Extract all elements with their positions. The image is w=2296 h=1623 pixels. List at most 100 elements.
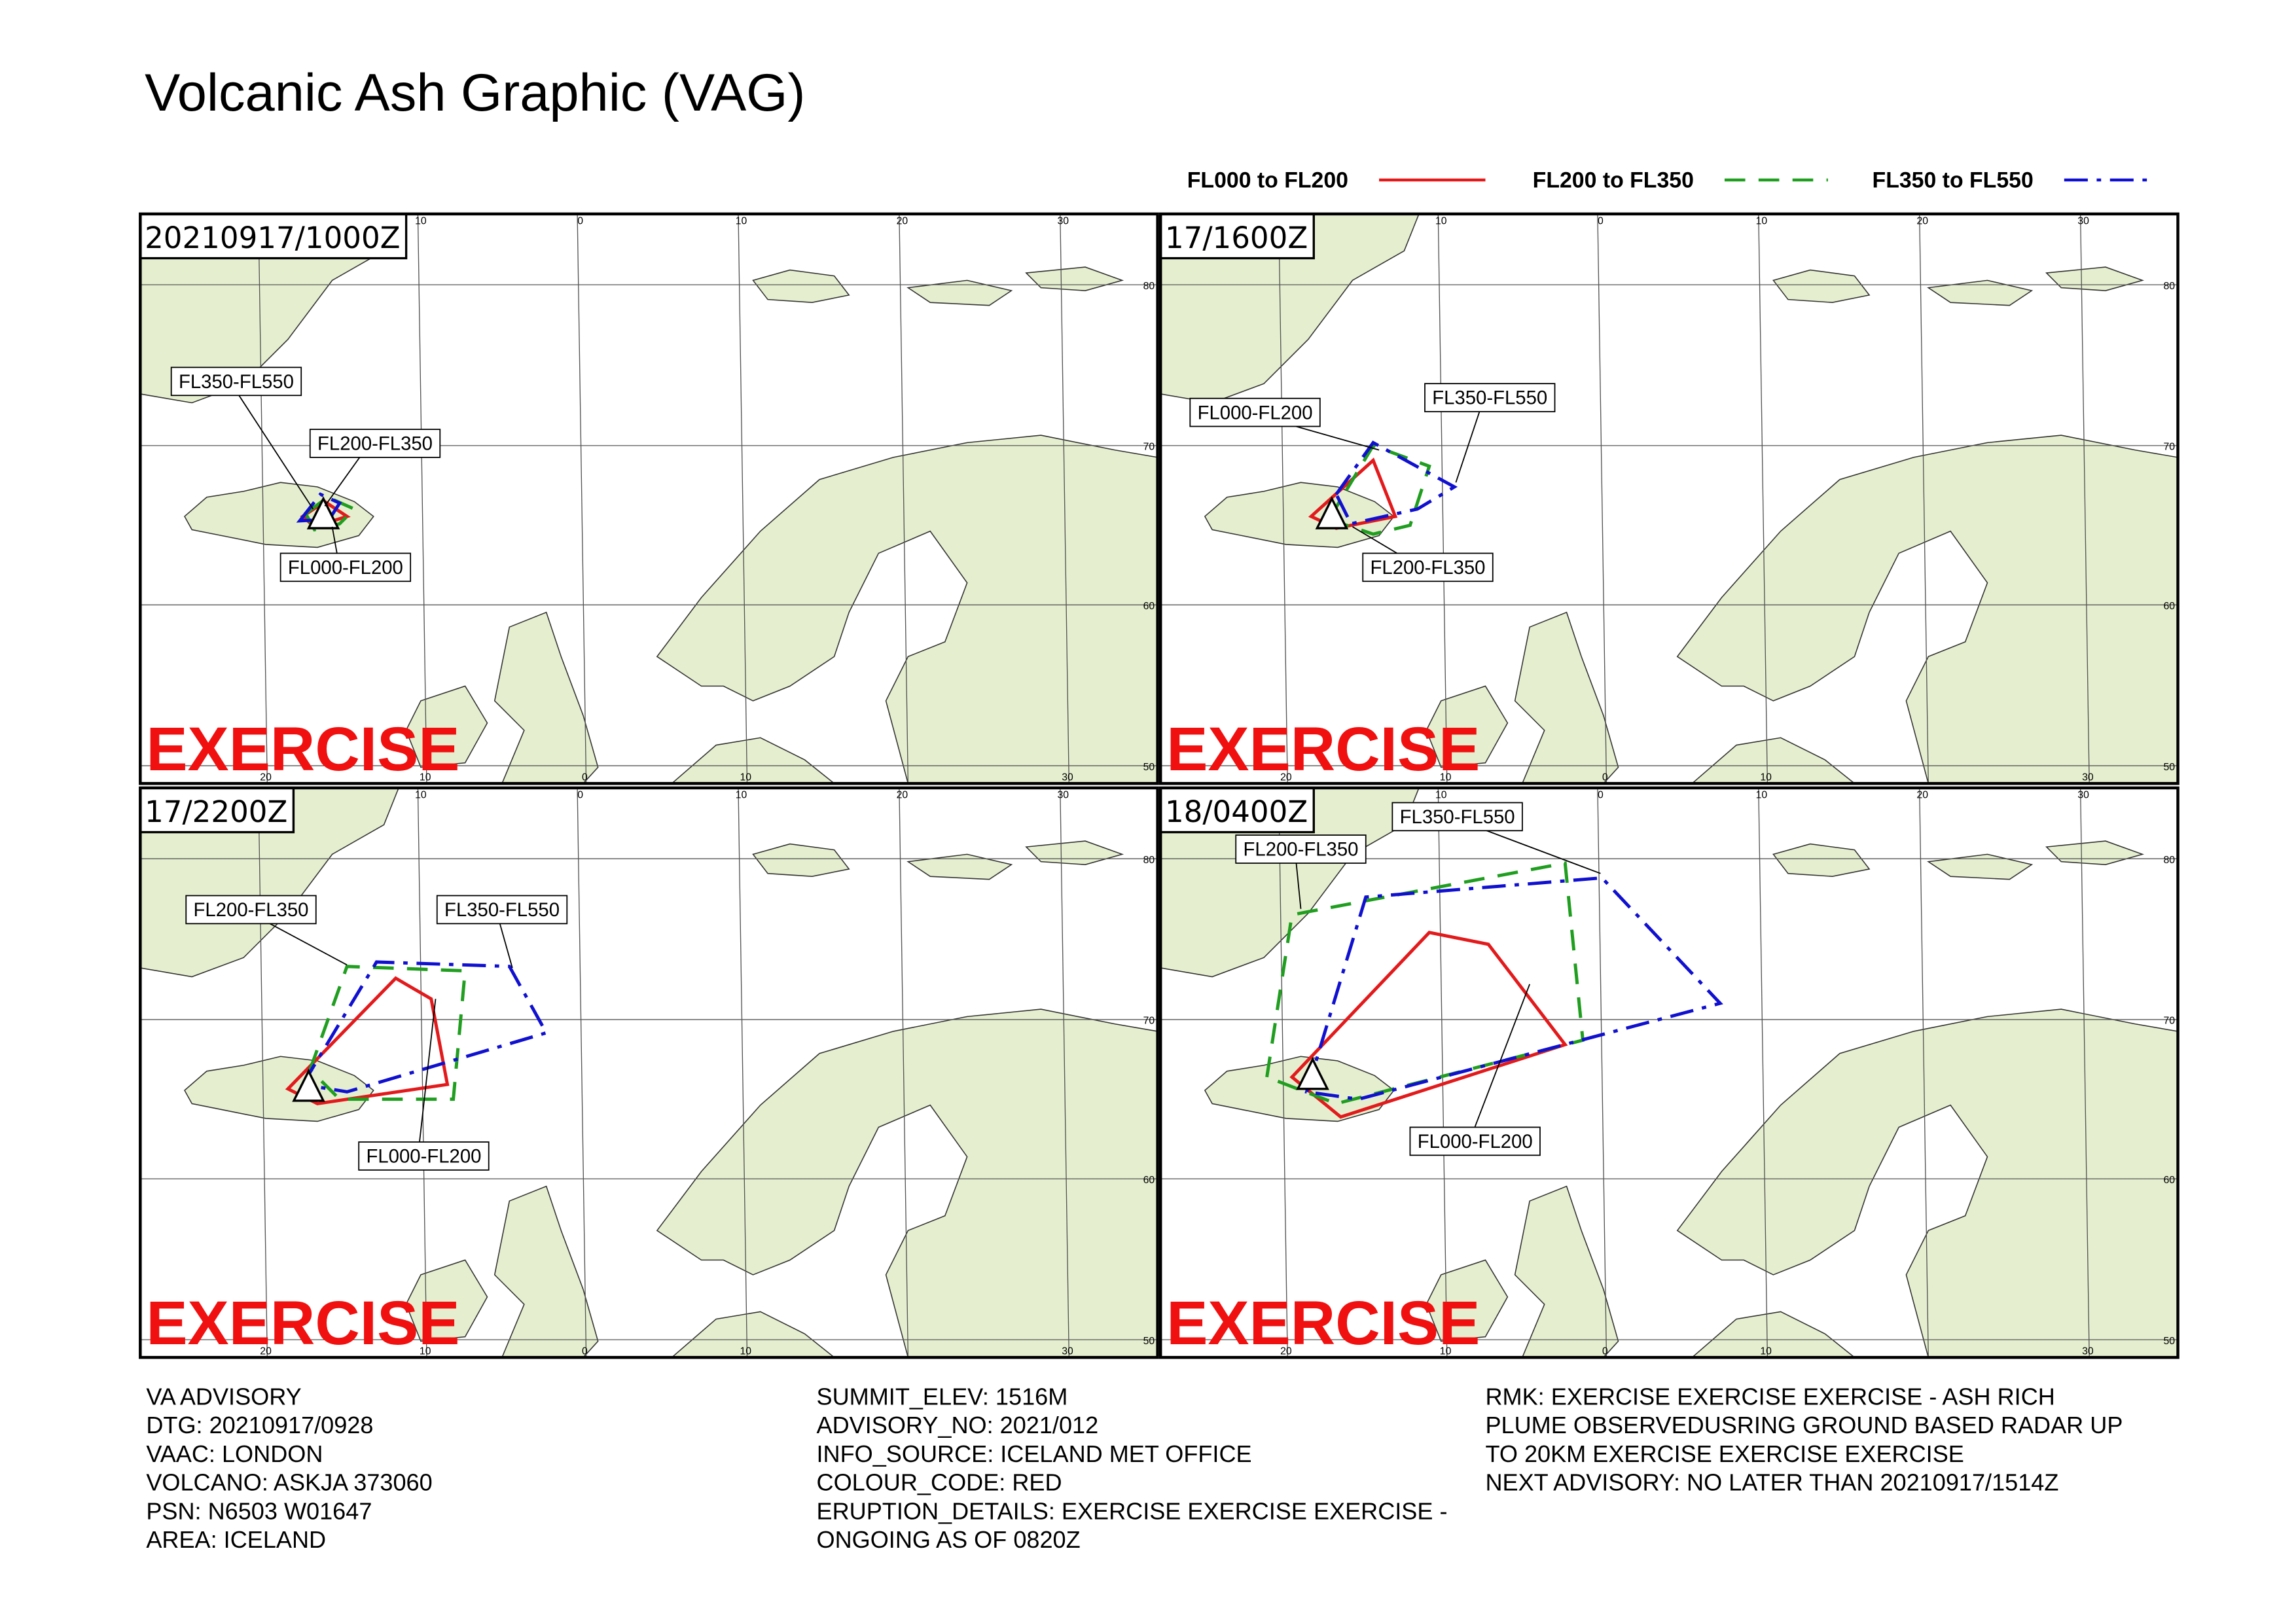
exercise-watermark: EXERCISE <box>1166 715 1480 784</box>
panels: FL350-FL550 FL200-FL350 FL000-FL200 10 0 10 20… <box>139 212 2179 1359</box>
longitude-label: 10 <box>420 772 431 783</box>
advisory-line: VA ADVISORY <box>146 1383 301 1410</box>
map-area: FL000-FL200 FL350-FL550 FL200-FL350 10 0 10 20… <box>1160 213 2178 784</box>
latitude-label: 60 <box>2163 601 2175 612</box>
longitude-label: 20 <box>260 772 272 783</box>
meridian <box>258 787 268 1358</box>
flight-level-label: FL000-FL200 <box>366 1146 481 1168</box>
meridian <box>1060 213 1069 784</box>
ash-area <box>296 492 342 523</box>
latitude-label: 60 <box>1143 1175 1155 1186</box>
meridian <box>258 213 268 784</box>
leader-line <box>417 999 437 1157</box>
longitude-label: 10 <box>1435 216 1447 227</box>
meridian <box>417 787 427 1358</box>
latitude-label: 60 <box>2163 1175 2175 1186</box>
meridian <box>2079 787 2090 1358</box>
map-area: FL200-FL350 FL350-FL550 FL000-FL200 10 0 10 20… <box>140 787 1158 1358</box>
map-panel: FL200-FL350 FL350-FL550 FL000-FL200 10 0 10 20… <box>139 786 1159 1359</box>
longitude-label: 0 <box>1598 216 1604 227</box>
flight-level-label: FL000-FL200 <box>288 557 403 579</box>
advisory-line: INFO_SOURCE: ICELAND MET OFFICE <box>817 1440 1252 1467</box>
meridian <box>1758 787 1768 1358</box>
latitude-label: 70 <box>2163 1016 2175 1027</box>
map-panel: FL350-FL550 FL200-FL350 FL000-FL200 10 0 10 20… <box>139 212 1159 785</box>
label-box <box>185 895 317 925</box>
panel-border <box>139 212 1159 785</box>
meridian <box>1278 787 1288 1358</box>
latitude-label: 60 <box>1143 601 1155 612</box>
longitude-label: 30 <box>2082 772 2094 783</box>
flight-level-label: FL350-FL550 <box>1400 806 1515 828</box>
longitude-label: 10 <box>740 1346 751 1357</box>
meridian <box>738 213 748 784</box>
advisory-line: PSN: N6503 W01647 <box>146 1497 372 1524</box>
longitude-label: 0 <box>577 790 583 801</box>
label-box <box>279 552 412 582</box>
valid-time: 18/0400Z <box>1165 794 1308 829</box>
longitude-label: 20 <box>260 1346 272 1357</box>
advisory-line: ERUPTION_DETAILS: EXERCISE EXERCISE EXER… <box>817 1497 1448 1524</box>
longitude-label: 10 <box>420 1346 431 1357</box>
meridian <box>1758 213 1768 784</box>
label-box <box>358 1141 490 1171</box>
longitude-label: 0 <box>1602 1346 1608 1357</box>
advisory-line: TO 20KM EXERCISE EXERCISE EXERCISE <box>1485 1440 1964 1467</box>
advisory-line: COLOUR_CODE: RED <box>817 1469 1062 1496</box>
latitude-label: 50 <box>1143 1336 1155 1347</box>
meridian <box>1278 213 1288 784</box>
title: Volcanic Ash Graphic (VAG) <box>145 63 805 122</box>
meridian <box>1597 213 1607 784</box>
exercise-watermark: EXERCISE <box>1166 1289 1480 1358</box>
advisory-line: ONGOING AS OF 0820Z <box>817 1526 1081 1553</box>
flight-level-label: FL350-FL550 <box>179 371 294 393</box>
latitude-label: 80 <box>1143 281 1155 292</box>
latitude-label: 50 <box>2163 1336 2175 1347</box>
latitude-label: 80 <box>2163 855 2175 866</box>
map-panel: FL200-FL350 FL350-FL550 FL000-FL200 10 0 10 20… <box>1158 786 2179 1359</box>
flight-level-label: FL000-FL200 <box>1198 402 1313 423</box>
map-area: FL350-FL550 FL200-FL350 FL000-FL200 10 0 10 20… <box>140 213 1158 784</box>
longitude-label: 0 <box>582 772 588 783</box>
meridian <box>1919 213 1929 784</box>
legend-label: FL000 to FL200 <box>1187 168 1348 192</box>
label-box <box>170 366 302 397</box>
time-box <box>1160 213 1315 260</box>
valid-time: 17/1600Z <box>1165 221 1308 255</box>
ash-area <box>1265 861 1585 1105</box>
flight-level-label: FL350-FL550 <box>1432 387 1547 409</box>
meridian <box>2079 213 2090 784</box>
latitude-label: 70 <box>1143 1016 1155 1027</box>
valid-time: 17/2200Z <box>145 794 287 829</box>
label-box <box>1235 834 1367 864</box>
advisory-line: RMK: EXERCISE EXERCISE EXERCISE - ASH RI… <box>1485 1383 2054 1410</box>
leader-line <box>1455 398 1485 483</box>
time-box <box>140 213 408 260</box>
longitude-label: 30 <box>2077 790 2089 801</box>
legend-label: FL350 to FL550 <box>1873 168 2034 192</box>
longitude-label: 10 <box>736 790 747 801</box>
volcano-icon <box>1315 496 1349 529</box>
longitude-label: 20 <box>1280 1346 1292 1357</box>
longitude-label: 20 <box>1280 772 1292 783</box>
meridian <box>577 213 587 784</box>
time-box <box>1160 787 1315 834</box>
label-box <box>1362 552 1494 582</box>
meridian <box>1919 787 1929 1358</box>
advisory-line: SUMMIT_ELEV: 1516M <box>817 1383 1068 1410</box>
leader-line <box>1468 984 1531 1143</box>
advisory-line: VAAC: LONDON <box>146 1440 323 1467</box>
longitude-label: 10 <box>1760 772 1772 783</box>
advisory-line: VOLCANO: ASKJA 373060 <box>146 1469 432 1496</box>
longitude-label: 10 <box>415 790 427 801</box>
advisory-line: DTG: 20210917/0928 <box>146 1412 373 1438</box>
label-box <box>1189 397 1321 427</box>
map-area: FL200-FL350 FL350-FL550 FL000-FL200 10 0 10 20… <box>1160 787 2178 1358</box>
label-box <box>309 429 441 458</box>
time-box <box>140 787 295 834</box>
map-panel: FL000-FL200 FL350-FL550 FL200-FL350 10 0 10 20… <box>1158 212 2179 785</box>
advisory-line: NEXT ADVISORY: NO LATER THAN 20210917/15… <box>1485 1469 2058 1496</box>
latitude-label: 70 <box>2163 442 2175 453</box>
longitude-label: 10 <box>736 216 747 227</box>
